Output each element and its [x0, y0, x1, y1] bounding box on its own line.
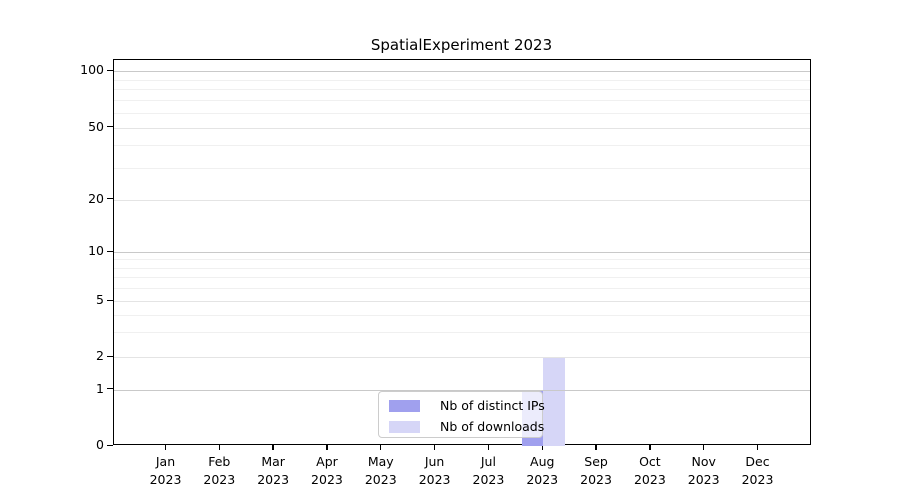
gridline-50: [114, 127, 810, 129]
x-tick-label-sep: Sep 2023: [580, 454, 612, 487]
legend-item-distinct-ips: Nb of distinct IPs: [389, 396, 545, 415]
x-tick-may: [380, 445, 382, 450]
gridline-1: [114, 389, 810, 391]
x-tick-aug: [541, 445, 543, 450]
y-tick-label-20: 20: [88, 190, 104, 206]
legend-item-downloads: Nb of downloads: [389, 417, 545, 436]
gridline-minor-80: [114, 89, 810, 91]
x-tick-label-jun: Jun 2023: [418, 454, 451, 487]
gridline-minor-9: [114, 259, 810, 261]
y-tick-label-2: 2: [96, 348, 104, 363]
legend-swatch-downloads: [389, 420, 420, 433]
gridline-minor-90: [114, 79, 810, 81]
legend-label-distinct-ips: Nb of distinct IPs: [440, 398, 545, 413]
x-tick-jun: [433, 445, 436, 450]
y-tick-label-50: 50: [88, 118, 104, 134]
x-tick-label-nov: Nov 2023: [687, 454, 720, 487]
gridline-minor-3: [114, 332, 810, 334]
gridline-minor-4: [114, 314, 810, 316]
gridline-minor-40: [114, 145, 810, 147]
x-tick-label-dec: Dec 2023: [741, 454, 774, 487]
y-tick-label-100: 100: [80, 62, 104, 77]
x-tick-apr: [326, 445, 328, 450]
legend: Nb of distinct IPs Nb of downloads: [378, 391, 545, 438]
gridline-minor-6: [114, 288, 810, 290]
gridline-minor-7: [114, 277, 810, 279]
x-tick-oct: [649, 445, 651, 450]
x-tick-label-jan: Jan 2023: [149, 454, 182, 487]
y-tick-0: [107, 444, 113, 446]
x-tick-sep: [595, 445, 597, 450]
x-tick-label-apr: Apr 2023: [311, 454, 343, 487]
gridline-5: [114, 301, 810, 302]
x-tick-feb: [218, 445, 220, 450]
gridline-10: [114, 252, 810, 253]
y-tick-label-5: 5: [96, 292, 104, 307]
x-tick-mar: [272, 445, 274, 450]
bar-nb-of-downloads-aug: [543, 357, 565, 446]
gridline-minor-8: [114, 267, 810, 269]
x-tick-jan: [164, 445, 167, 450]
legend-swatch-distinct-ips: [389, 399, 420, 412]
gridline-2: [114, 357, 810, 358]
x-tick-label-feb: Feb 2023: [203, 454, 236, 487]
y-tick-5: [107, 299, 113, 301]
x-tick-label-mar: Mar 2023: [257, 454, 290, 487]
y-tick-50: [107, 126, 113, 128]
gridline-20: [114, 199, 810, 201]
x-tick-label-oct: Oct 2023: [633, 454, 666, 487]
y-tick-100: [107, 69, 113, 71]
gridline-minor-70: [114, 100, 810, 102]
gridline-100: [114, 71, 810, 72]
x-tick-label-jul: Jul 2023: [472, 454, 505, 487]
y-tick-label-10: 10: [88, 243, 104, 258]
y-tick-1: [107, 388, 113, 390]
x-tick-jul: [487, 445, 490, 450]
chart-title: SpatialExperiment 2023: [370, 36, 553, 54]
gridline-minor-60: [114, 112, 810, 114]
x-tick-nov: [703, 445, 705, 450]
y-tick-20: [107, 198, 113, 200]
y-tick-2: [107, 355, 113, 357]
y-tick-label-0: 0: [96, 437, 104, 452]
y-tick-label-1: 1: [96, 380, 104, 396]
gridline-minor-30: [114, 167, 810, 169]
plot-area: [113, 59, 811, 446]
y-tick-10: [107, 250, 113, 252]
x-tick-label-aug: Aug 2023: [526, 454, 559, 487]
x-tick-label-may: May 2023: [364, 454, 397, 487]
x-tick-dec: [756, 445, 759, 450]
legend-label-downloads: Nb of downloads: [440, 419, 545, 434]
